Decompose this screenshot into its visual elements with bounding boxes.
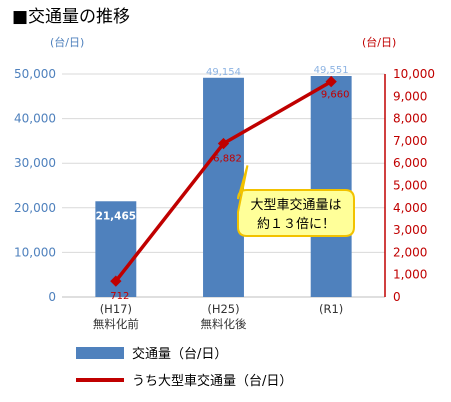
right-tick-label: 4,000 xyxy=(393,201,427,215)
left-tick-label: 10,000 xyxy=(14,245,56,259)
line-data-label: 9,660 xyxy=(321,90,350,101)
category-sublabel: 無料化後 xyxy=(201,317,247,331)
right-tick-label: 5,000 xyxy=(393,179,427,193)
left-tick-label: 20,000 xyxy=(14,201,56,215)
right-tick-label: 1,000 xyxy=(393,268,427,282)
callout-line: 約１３倍に！ xyxy=(257,217,335,232)
legend-label-line: うち大型車交通量（台/日） xyxy=(132,373,292,389)
line-point xyxy=(217,137,230,150)
right-tick-label: 0 xyxy=(393,290,401,304)
bar xyxy=(203,77,244,297)
category-label: (H17) xyxy=(100,302,132,316)
left-tick-label: 30,000 xyxy=(14,156,56,170)
right-tick-label: 6,000 xyxy=(393,156,427,170)
plot-area: 0 10,000 20,000 30,000 40,000 50,000 0 1,000 2,0… xyxy=(14,65,435,331)
right-tick-label: 9,000 xyxy=(393,89,427,103)
category-label: (H25) xyxy=(207,302,239,316)
chart-title: ■交通量の推移 xyxy=(12,7,130,27)
callout-bubble xyxy=(237,165,355,237)
legend-label-bar: 交通量（台/日） xyxy=(132,346,227,362)
right-tick-label: 8,000 xyxy=(393,112,427,126)
left-axis-unit: (台/日) xyxy=(50,35,84,49)
bar-data-label: 49,154 xyxy=(206,67,241,78)
callout-line: 大型車交通量は xyxy=(250,197,341,213)
left-tick-label: 50,000 xyxy=(14,67,56,81)
legend-swatch-bar xyxy=(76,347,124,359)
bar-data-label: 21,465 xyxy=(96,210,137,222)
left-tick-label: 0 xyxy=(48,290,56,304)
right-tick-label: 10,000 xyxy=(393,67,435,81)
right-tick-label: 3,000 xyxy=(393,223,427,237)
category-sublabel: 無料化前 xyxy=(93,317,139,331)
left-tick-label: 40,000 xyxy=(14,112,56,126)
right-tick-label: 7,000 xyxy=(393,134,427,148)
line-data-label: 712 xyxy=(110,291,129,302)
legend: 交通量（台/日） うち大型車交通量（台/日） xyxy=(76,346,292,389)
bar-data-label: 49,551 xyxy=(314,65,349,76)
bar xyxy=(310,76,352,298)
line-data-label: 6,882 xyxy=(213,154,242,165)
right-tick-label: 2,000 xyxy=(393,245,427,259)
right-axis-unit: (台/日) xyxy=(362,35,396,49)
category-label: (R1) xyxy=(319,302,343,316)
